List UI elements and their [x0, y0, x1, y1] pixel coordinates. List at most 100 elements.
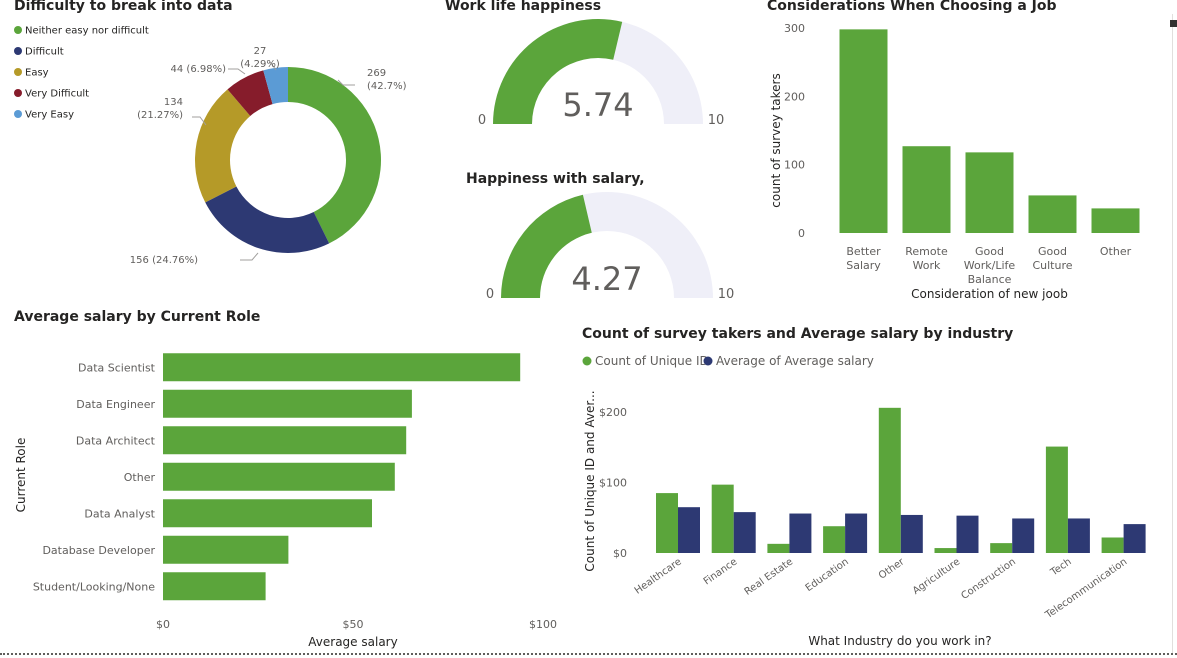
- bar[interactable]: [163, 462, 395, 491]
- donut-chart[interactable]: Neither easy nor difficult Difficult Easy V…: [0, 0, 440, 300]
- gauge-value-label: 4.27: [571, 260, 642, 298]
- x-axis-title: What Industry do you work in?: [808, 634, 991, 648]
- bar[interactable]: [163, 353, 521, 382]
- bar[interactable]: [1012, 518, 1035, 553]
- bar[interactable]: [163, 389, 412, 418]
- donut-data-label: (42.7%): [367, 81, 407, 92]
- x-tick-label: Healthcare: [633, 556, 684, 596]
- leader-line: [240, 252, 259, 261]
- bar[interactable]: [1091, 208, 1140, 233]
- work-life-gauge[interactable]: 5.74 0 10: [440, 0, 740, 150]
- x-tick-label: Other: [877, 556, 907, 582]
- bottom-dotted-divider: [0, 653, 1177, 655]
- bar[interactable]: [1045, 446, 1068, 553]
- x-tick-label: Good: [1038, 245, 1067, 258]
- industry-chart-panel: Count of survey takers and Average salar…: [570, 305, 1170, 655]
- bar[interactable]: [956, 515, 979, 553]
- work-life-gauge-title: Work life happiness: [445, 0, 602, 14]
- y-tick-label: $100: [599, 477, 627, 490]
- y-tick-label: 300: [784, 22, 805, 35]
- donut-data-label: (4.29%): [240, 59, 280, 70]
- x-tick-label: Culture: [1032, 259, 1072, 272]
- gauge-max-label: 10: [708, 113, 725, 128]
- x-tick-label: $0: [156, 618, 170, 631]
- bar[interactable]: [902, 146, 951, 233]
- donut-data-label: 134: [164, 97, 183, 108]
- right-divider: [1172, 14, 1173, 654]
- x-tick-label: Work: [913, 259, 941, 272]
- x-tick-label: Finance: [702, 556, 740, 587]
- x-tick-label: $100: [529, 618, 557, 631]
- legend-label: Very Difficult: [25, 89, 89, 100]
- legend-label: Very Easy: [25, 110, 74, 121]
- donut-data-label: (21.27%): [137, 110, 183, 121]
- x-tick-label: $50: [343, 618, 364, 631]
- bar[interactable]: [678, 507, 700, 553]
- legend-marker: [14, 68, 22, 76]
- y-tick-label: $200: [599, 406, 627, 419]
- donut-data-label: 156 (24.76%): [130, 255, 198, 266]
- bar[interactable]: [823, 526, 846, 553]
- x-tick-label: Education: [804, 556, 851, 594]
- gauge-fill[interactable]: [493, 18, 623, 124]
- leader-line: [228, 68, 246, 75]
- salary-happiness-gauge[interactable]: 4.27 0 10: [440, 150, 740, 305]
- bar[interactable]: [163, 499, 372, 528]
- y-tick-label: 200: [784, 90, 805, 103]
- bar[interactable]: [163, 426, 407, 455]
- bar[interactable]: [839, 29, 888, 233]
- bar[interactable]: [934, 548, 957, 553]
- bar[interactable]: [711, 484, 734, 553]
- bar[interactable]: [1123, 524, 1146, 553]
- bar[interactable]: [1028, 195, 1077, 233]
- gauge-fill[interactable]: [501, 194, 592, 298]
- bar[interactable]: [1067, 518, 1090, 553]
- donut-slice[interactable]: [263, 67, 288, 105]
- donut-data-label: 269: [367, 68, 386, 79]
- salary-happiness-gauge-title: Happiness with salary,: [466, 171, 645, 187]
- bar[interactable]: [1101, 537, 1124, 553]
- x-tick-label: Work/Life: [964, 259, 1016, 272]
- y-tick-label: Other: [124, 471, 156, 484]
- x-tick-label: Other: [1100, 245, 1132, 258]
- x-tick-label: Real Estate: [743, 556, 796, 597]
- legend-marker: [582, 356, 592, 366]
- donut-slice[interactable]: [195, 89, 251, 203]
- x-axis-title: Consideration of new joob: [911, 287, 1068, 301]
- bar[interactable]: [965, 152, 1014, 233]
- y-tick-label: $0: [613, 547, 627, 560]
- industry-clustered-bar-chart[interactable]: Count of Unique ID Average of Average sal…: [570, 305, 1170, 655]
- donut-slice[interactable]: [288, 67, 382, 244]
- y-axis-title: count of survey takers: [769, 73, 783, 207]
- legend-label: Average of Average salary: [716, 354, 874, 368]
- bar[interactable]: [767, 543, 790, 553]
- visual-edge-marker: [1170, 20, 1177, 27]
- role-salary-chart-title: Average salary by Current Role: [14, 309, 261, 325]
- leader-line: [192, 116, 207, 126]
- x-tick-label: Salary: [846, 259, 881, 272]
- considerations-bar-chart[interactable]: 0100200300BetterSalaryRemoteWorkGoodWork…: [760, 0, 1170, 305]
- bar[interactable]: [163, 572, 266, 601]
- role-salary-bar-chart[interactable]: Data Scientist Data Engineer Data Architec…: [0, 305, 570, 655]
- bar[interactable]: [990, 543, 1013, 553]
- y-tick-label: Data Architect: [76, 434, 156, 447]
- bar[interactable]: [656, 493, 678, 553]
- x-tick-label: Construction: [959, 556, 1017, 602]
- bar[interactable]: [733, 512, 756, 553]
- legend-marker: [14, 47, 22, 55]
- y-tick-label: Data Scientist: [78, 361, 156, 374]
- bar[interactable]: [845, 513, 868, 553]
- bar[interactable]: [789, 513, 812, 553]
- bar[interactable]: [900, 514, 923, 553]
- salary-happiness-gauge-panel: Happiness with salary, 4.27 0 10: [440, 150, 740, 305]
- legend-label: Easy: [25, 68, 49, 79]
- donut-slice[interactable]: [227, 70, 273, 116]
- y-tick-label: 0: [798, 227, 805, 240]
- y-tick-label: Data Engineer: [76, 398, 155, 411]
- y-axis-title: Current Role: [14, 438, 28, 513]
- bar[interactable]: [163, 535, 289, 564]
- bar[interactable]: [878, 407, 901, 553]
- donut-slice[interactable]: [205, 186, 330, 253]
- gauge-min-label: 0: [478, 113, 486, 128]
- x-tick-label: Remote: [905, 245, 948, 258]
